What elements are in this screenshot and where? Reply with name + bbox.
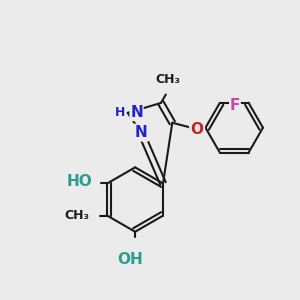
Text: HO: HO (67, 174, 92, 189)
Text: N: N (130, 105, 143, 120)
Text: N: N (135, 125, 148, 140)
Text: CH₃: CH₃ (64, 209, 89, 222)
Text: F: F (230, 98, 240, 113)
Text: OH: OH (117, 252, 143, 267)
Text: O: O (190, 122, 204, 137)
Text: CH₃: CH₃ (156, 73, 181, 85)
Text: H: H (115, 106, 125, 119)
